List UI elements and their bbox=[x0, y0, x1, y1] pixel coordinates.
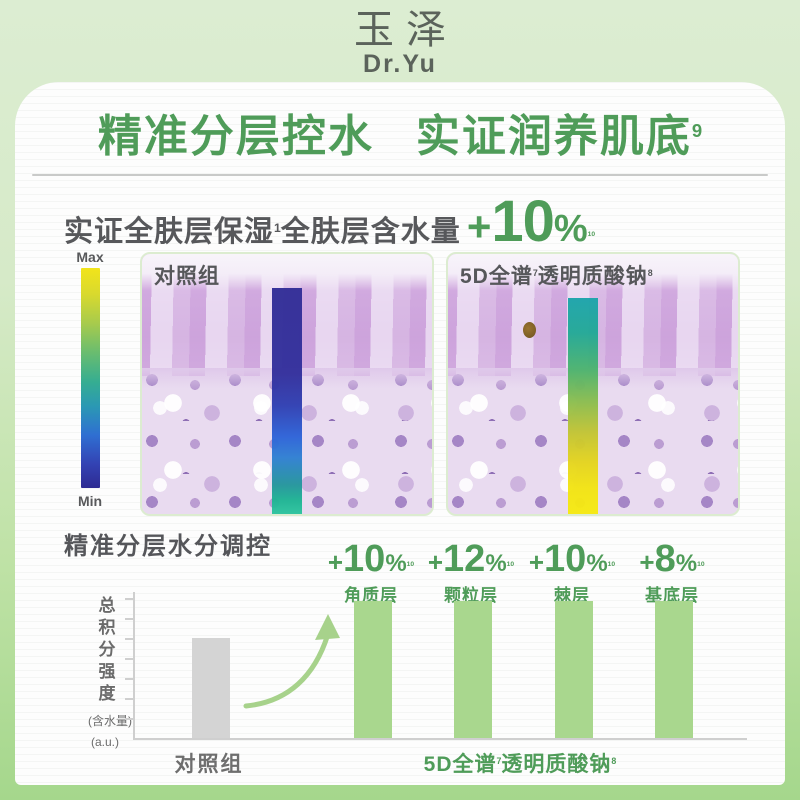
claim-footnote-1: 1 bbox=[274, 220, 281, 235]
micrograph-treated-label: 5D全谱7透明质酸钠8 bbox=[460, 265, 653, 288]
micrograph-control-label: 对照组 bbox=[154, 265, 220, 288]
colorbar-min-label: Min bbox=[77, 493, 103, 509]
x-label-treated-group: 5D全谱7透明质酸钠8 bbox=[423, 753, 617, 776]
layer-label: 棘层 bbox=[554, 586, 590, 605]
bar-annotation-4: +8%10 基底层 bbox=[612, 540, 732, 606]
x-label-control: 对照组 bbox=[174, 753, 244, 776]
bar-annotation-3: +10%10 棘层 bbox=[512, 540, 632, 606]
hydration-stripe-low bbox=[272, 288, 302, 514]
bar-chart-plot-area bbox=[125, 592, 747, 740]
hydration-colorbar bbox=[81, 268, 100, 488]
layer-label: 角质层 bbox=[344, 586, 398, 605]
y-axis-tick bbox=[125, 658, 133, 660]
brand-name-english: Dr.Yu bbox=[363, 50, 437, 78]
y-axis-tick bbox=[125, 718, 133, 720]
claim-text: 实证全肤层保湿1全肤层含水量 bbox=[64, 216, 461, 248]
bar-control bbox=[192, 638, 230, 738]
increase-arrow-icon bbox=[243, 614, 340, 709]
bar-spinous bbox=[555, 601, 593, 738]
y-axis-label: 总积分强度 (含水量) (a.u.) bbox=[88, 596, 132, 749]
y-axis-tick bbox=[125, 678, 133, 680]
layer-label: 基底层 bbox=[645, 586, 699, 605]
y-axis-tick bbox=[125, 698, 133, 700]
colorbar-max-label: Max bbox=[76, 249, 104, 265]
y-axis-tick bbox=[125, 618, 133, 620]
debris-speck bbox=[523, 321, 537, 338]
brand-logo: 玉泽 Dr.Yu bbox=[0, 8, 800, 79]
micrograph-control: 对照组 bbox=[140, 252, 434, 516]
y-axis-tick bbox=[125, 638, 133, 640]
claim-footnote-10: 10 bbox=[587, 230, 596, 238]
section-heading: 精准分层水分调控 bbox=[64, 533, 272, 560]
layer-label: 颗粒层 bbox=[444, 586, 498, 605]
micrograph-treated: 5D全谱7透明质酸钠8 bbox=[446, 252, 740, 516]
bar-basal bbox=[655, 601, 693, 738]
bar-granular bbox=[454, 601, 492, 738]
bar-annotation-1: +10%10 角质层 bbox=[311, 540, 431, 606]
bar-annotation-2: +12%10 颗粒层 bbox=[411, 540, 531, 606]
title-part2: 实证润养肌底 bbox=[415, 112, 692, 161]
claim-line: 实证全肤层保湿1全肤层含水量 +10%10 bbox=[64, 188, 595, 255]
page-title: 精准分层控水 实证润养肌底9 bbox=[15, 100, 785, 164]
title-footnote-mark: 9 bbox=[691, 120, 703, 142]
title-part1: 精准分层控水 bbox=[97, 112, 374, 161]
brand-name-chinese: 玉泽 bbox=[354, 8, 458, 52]
title-divider-line bbox=[32, 174, 768, 176]
bar-corneum bbox=[354, 601, 392, 738]
claim-highlight-value: +10%10 bbox=[466, 189, 596, 254]
hydration-stripe-high bbox=[568, 298, 598, 514]
y-axis-tick bbox=[125, 598, 133, 600]
